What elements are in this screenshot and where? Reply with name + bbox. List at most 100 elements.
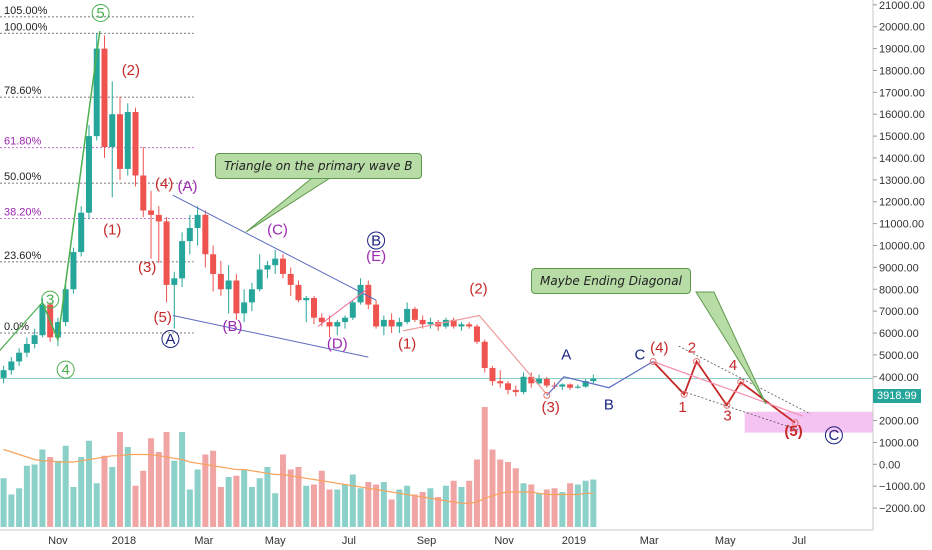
wave-circle — [824, 426, 843, 445]
price-tick-label: 0.00 — [879, 459, 900, 471]
volume-bar — [202, 454, 209, 527]
candle-body — [132, 112, 139, 176]
candle-body — [62, 289, 69, 323]
volume-bar — [194, 469, 201, 527]
last-price-tag: 3918.99 — [873, 389, 921, 403]
time-tick-label: 2018 — [112, 535, 136, 547]
volume-bar — [574, 484, 581, 527]
pivot-marker — [723, 401, 731, 409]
candle-body — [326, 322, 333, 327]
wave-label: (2) — [122, 62, 140, 79]
candle-body — [528, 376, 535, 384]
candle-body — [473, 326, 480, 342]
diagonal-callout-pointer — [695, 291, 767, 405]
volume-bar — [450, 480, 457, 527]
volume-bar — [23, 465, 30, 527]
price-tick-label: 6000.00 — [879, 328, 919, 340]
green-impulse-line — [0, 302, 43, 352]
candle-body — [155, 214, 162, 222]
wave-label: B — [371, 233, 381, 250]
price-axis-bg — [873, 0, 932, 550]
pivot-marker — [680, 390, 688, 398]
candle-body — [349, 302, 356, 318]
candle-body — [427, 322, 434, 325]
time-axis-bg — [0, 530, 873, 550]
wave-label: (3) — [542, 399, 560, 416]
candlesticks-layer[interactable] — [0, 33, 597, 397]
wave-lines-layer — [0, 30, 811, 432]
wave-circle — [41, 290, 60, 309]
volume-bar — [78, 457, 85, 527]
candle-body — [225, 280, 232, 290]
wave-label: (C) — [267, 222, 288, 239]
diagonal-inner-line — [652, 360, 804, 417]
price-tick-label: −2000.00 — [879, 503, 925, 515]
wave-label: (5) — [784, 423, 802, 440]
candle-body — [520, 376, 527, 393]
candle-body — [171, 278, 178, 285]
volume-bar — [380, 482, 387, 527]
volume-bar — [233, 475, 240, 527]
pivot-marker — [649, 357, 657, 365]
volume-bar — [31, 464, 38, 527]
wave-label: (D) — [327, 335, 348, 352]
price-tick-label: 2000.00 — [879, 416, 919, 428]
wave-2-3-line — [403, 314, 548, 395]
candle-body — [54, 322, 61, 338]
wave-label: 1 — [678, 399, 686, 416]
candle-body — [256, 269, 263, 290]
volume-bar — [435, 497, 442, 527]
green-wave-line — [41, 30, 101, 343]
candle-body — [559, 384, 566, 387]
wave-circle — [367, 231, 386, 250]
candle-body — [411, 308, 418, 320]
diagonal-upper-bound — [678, 345, 811, 415]
volume-bar — [388, 499, 395, 527]
candle-body — [39, 304, 46, 336]
volume-bar — [210, 450, 217, 527]
fib-label: 78.60% — [4, 85, 42, 97]
volume-bar — [303, 485, 310, 527]
volume-bar — [473, 459, 480, 527]
volume-bar — [590, 479, 597, 527]
candle-body — [404, 308, 411, 323]
volume-bar — [419, 492, 426, 527]
candle-body — [311, 298, 317, 318]
price-tick-label: 20000.00 — [879, 22, 925, 34]
volume-bar — [427, 488, 434, 527]
pivot-marker — [543, 391, 551, 399]
volume-bar — [349, 474, 356, 527]
time-tick-label: Mar — [194, 535, 213, 547]
candle-body — [450, 319, 457, 327]
candle-body — [590, 378, 597, 382]
price-tick-label: 11000.00 — [879, 219, 924, 231]
wave-labels-layer: 345(1)(2)(3)(4)(5)A(A)(B)(C)(D)B(E)(1)(2… — [41, 3, 843, 445]
candle-body — [388, 319, 395, 327]
volume-bar — [101, 455, 108, 527]
volume-bar — [225, 477, 232, 527]
candle-body — [536, 378, 543, 384]
time-tick-label: Nov — [48, 535, 68, 547]
pivot-marker — [693, 357, 701, 365]
candle-body — [186, 227, 193, 242]
diagonal-annotation: Maybe Ending Diagonal — [531, 268, 691, 294]
wave-label: (1) — [103, 222, 121, 239]
diagonal-lower-bound — [678, 389, 804, 432]
price-tick-label: 14000.00 — [879, 153, 925, 165]
triangle-annotation: Triangle on the primary wave B — [215, 153, 422, 179]
volume-bar — [248, 487, 255, 527]
volume-bar — [8, 494, 15, 527]
price-tick-label: 10000.00 — [879, 241, 925, 253]
volume-bar — [505, 462, 511, 527]
wave-label: 3 — [723, 408, 731, 425]
candle-body — [78, 212, 85, 253]
candle-body — [396, 322, 403, 327]
volume-bar — [62, 445, 69, 527]
volume-bar — [318, 470, 325, 527]
candle-body — [318, 317, 325, 323]
time-tick-label: May — [265, 535, 286, 547]
price-axis: 21000.00 20000.00 19000.00 18000.00 17000.00… — [872, 0, 932, 550]
fib-label: 105.00% — [4, 5, 48, 17]
candle-body — [233, 280, 240, 314]
